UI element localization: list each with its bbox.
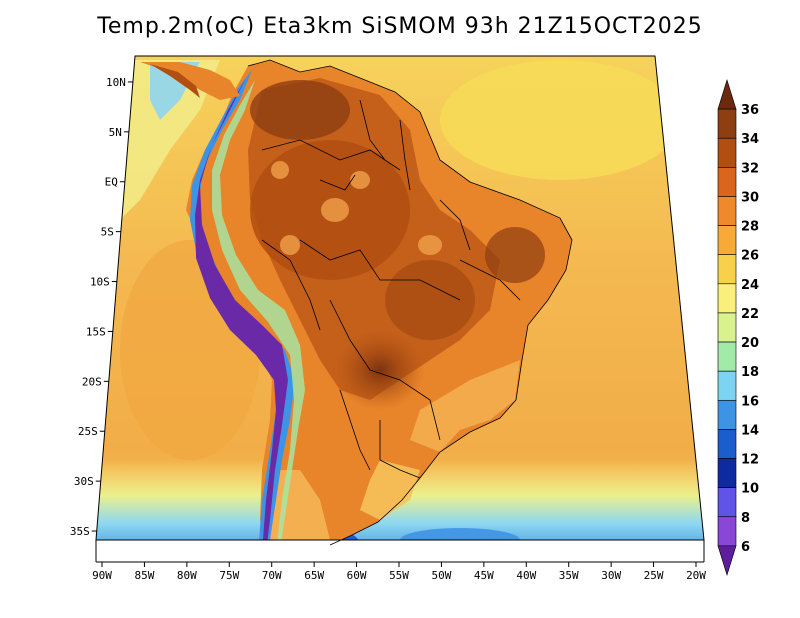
lon-tick-label: 40W xyxy=(516,569,536,582)
lat-tick-label: 10S xyxy=(90,276,110,289)
colorbar-swatch xyxy=(717,225,737,256)
latitude-axis: 10N 5N EQ 5S 10S 15S 20S 25S 30S 35S xyxy=(70,76,133,538)
colorbar-swatch xyxy=(717,429,737,459)
lon-tick-label: 60W xyxy=(347,569,367,582)
lon-tick-label: 85W xyxy=(134,569,154,582)
lon-tick-label: 65W xyxy=(304,569,324,582)
lat-tick-label: 35S xyxy=(70,525,90,538)
lon-tick-label: 75W xyxy=(219,569,239,582)
country-boundaries xyxy=(247,59,573,546)
colorbar-swatch xyxy=(717,487,737,518)
colorbar-label: 24 xyxy=(741,278,759,293)
colorbar-swatch xyxy=(717,137,737,168)
lat-tick-label: 5N xyxy=(109,126,122,139)
colorbar-swatch xyxy=(717,516,737,547)
colorbar: 36 34 32 30 28 26 24 22 20 18 16 14 12 10 8 6 xyxy=(717,78,759,577)
lon-tick-label: 90W xyxy=(92,569,112,582)
colorbar-swatch xyxy=(717,312,737,343)
lat-tick-label: 5S xyxy=(101,226,114,239)
lon-tick-label: 20W xyxy=(686,569,706,582)
lon-tick-label: 50W xyxy=(431,569,451,582)
lon-tick-label: 70W xyxy=(262,569,282,582)
colorbar-swatch xyxy=(717,196,737,226)
lon-tick-label: 35W xyxy=(559,569,579,582)
colorbar-label: 22 xyxy=(741,307,759,322)
lat-tick-label: EQ xyxy=(105,176,118,189)
lat-tick-label: 15S xyxy=(86,325,106,338)
lat-tick-label: 20S xyxy=(82,375,102,388)
colorbar-swatch xyxy=(717,167,737,197)
colorbar-label: 30 xyxy=(741,190,759,205)
colorbar-swatch xyxy=(717,283,737,314)
map-title: Temp.2m(oC) Eta3km SiSMOM 93h 21Z15OCT20… xyxy=(97,14,703,39)
lon-tick-label: 45W xyxy=(474,569,494,582)
colorbar-label: 36 xyxy=(741,103,759,118)
colorbar-label: 20 xyxy=(741,336,759,351)
colorbar-label: 16 xyxy=(741,394,759,409)
colorbar-swatch xyxy=(717,108,737,139)
colorbar-swatch xyxy=(717,545,737,577)
temperature-field xyxy=(96,56,704,540)
lat-tick-label: 10N xyxy=(106,76,126,89)
colorbar-label: 6 xyxy=(741,540,750,555)
colorbar-swatch xyxy=(717,78,737,110)
colorbar-swatch xyxy=(717,458,737,488)
colorbar-swatch xyxy=(717,341,737,372)
colorbar-label: 32 xyxy=(741,161,759,176)
colorbar-label: 12 xyxy=(741,453,759,468)
colorbar-swatch xyxy=(717,399,737,430)
longitude-axis: 90W 85W 80W 75W 70W 65W 60W 55W 50W 45W 40W 35W 30W 2… xyxy=(92,561,706,582)
colorbar-label: 10 xyxy=(741,482,759,497)
colorbar-label: 34 xyxy=(741,132,759,147)
colorbar-label: 14 xyxy=(741,423,759,438)
colorbar-swatch xyxy=(717,370,737,401)
colorbar-label: 18 xyxy=(741,365,759,380)
colorbar-label: 28 xyxy=(741,220,759,235)
colorbar-label: 8 xyxy=(741,511,750,526)
lon-tick-label: 25W xyxy=(644,569,664,582)
lat-tick-label: 30S xyxy=(74,475,94,488)
lon-tick-label: 80W xyxy=(177,569,197,582)
colorbar-swatch xyxy=(717,254,737,285)
lon-tick-label: 30W xyxy=(601,569,621,582)
lat-tick-label: 25S xyxy=(78,425,98,438)
lon-tick-label: 55W xyxy=(389,569,409,582)
colorbar-label: 26 xyxy=(741,249,759,264)
